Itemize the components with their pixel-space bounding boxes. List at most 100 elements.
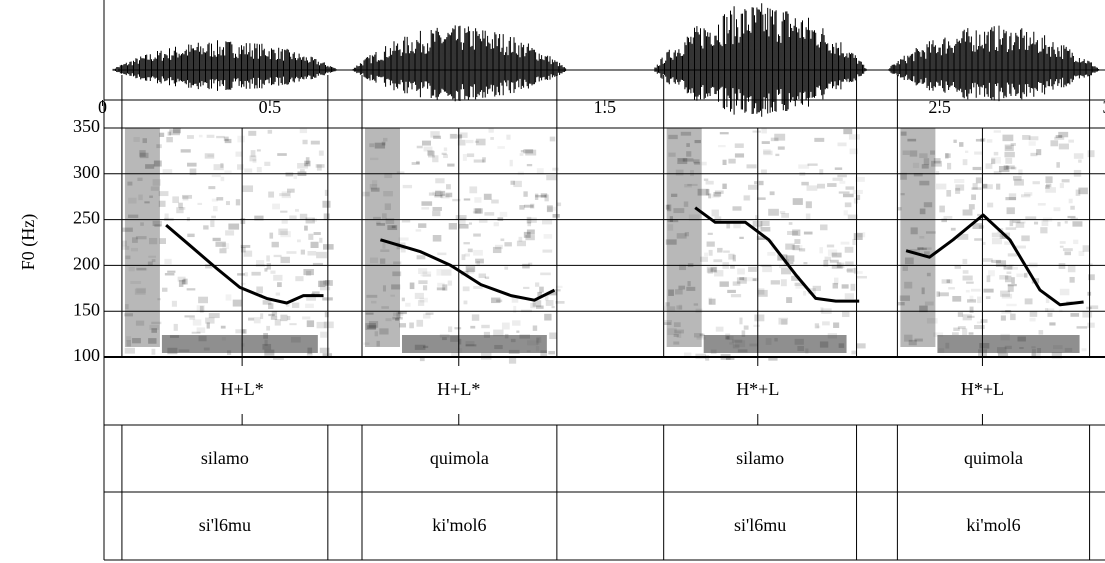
spectrogram-cell [684, 183, 692, 188]
spectrogram-cell [697, 188, 709, 196]
spectrogram-cell [281, 219, 288, 224]
spectrogram-cell [264, 268, 268, 272]
spectrogram-cell [189, 317, 196, 320]
spectrogram-cell [280, 210, 288, 213]
spectrogram-cell [980, 319, 988, 323]
spectrogram-cell [393, 312, 404, 316]
spectrogram-cell [673, 208, 685, 214]
spectrogram-cell [786, 261, 794, 265]
spectrogram-cell [368, 321, 379, 328]
spectrogram-cell [401, 297, 405, 302]
spectrogram-cell [675, 169, 684, 176]
spectrogram-cell [975, 138, 984, 142]
tone-label: H*+L [736, 379, 779, 399]
spectrogram-cell [969, 295, 974, 301]
spectrogram-cell [971, 187, 982, 190]
spectrogram-cell [187, 233, 195, 238]
spectrogram-cell [852, 238, 856, 246]
spectrogram-cell [530, 203, 535, 209]
spectrogram-cell [451, 352, 460, 358]
spectrogram-cell [372, 180, 378, 187]
spectrogram-cell [1070, 313, 1080, 317]
spectrogram-cell [718, 145, 726, 148]
f0-contour [905, 213, 1084, 307]
spectrogram-cell [367, 325, 377, 329]
spectrogram-cell [983, 288, 994, 293]
spectrogram-cell [398, 237, 409, 241]
spectrogram-cell [362, 191, 370, 197]
spectrogram-cell [441, 269, 452, 276]
spectrogram-cell [713, 259, 723, 263]
spectrogram-cell [381, 213, 387, 219]
spectrogram-cell [393, 261, 402, 265]
spectrogram-cell [416, 319, 424, 327]
spectrogram-cell [909, 248, 918, 252]
spectrogram-cell [152, 220, 162, 227]
spectrogram-cell [544, 293, 549, 301]
spectrogram-cell [708, 193, 712, 199]
spectrogram-cell [739, 317, 743, 325]
spectrogram-cell [182, 195, 189, 201]
spectrogram-cell [478, 273, 486, 278]
spectrogram-cell [223, 136, 229, 142]
spectrogram-cell [827, 183, 837, 187]
spectrogram-cell [900, 193, 905, 196]
fricative-noise [364, 128, 400, 347]
spectrogram-cell [537, 291, 542, 298]
spectrogram-cell [768, 356, 778, 361]
spectrogram-cell [965, 289, 970, 293]
spectrogram-cell [457, 139, 466, 146]
spectrogram-cell [1068, 139, 1074, 143]
spectrogram-cell [686, 151, 692, 157]
spectrogram-cell [532, 325, 538, 331]
spectrogram-cell [1005, 146, 1012, 150]
spectrogram-cell [171, 300, 177, 307]
spectrogram-cell [549, 136, 556, 142]
spectrogram-cell [122, 245, 130, 250]
spectrogram-cell [411, 162, 420, 165]
spectrogram-cell [463, 300, 468, 305]
spectrogram-cell [974, 325, 985, 330]
spectrogram-cell [757, 288, 765, 295]
spectrogram-cell [428, 150, 435, 158]
spectrogram-cell [523, 149, 534, 154]
spectrogram-cell [483, 193, 492, 200]
spectrogram-cell [132, 338, 141, 344]
spectrogram-cell [128, 267, 135, 272]
spectrogram-cell [991, 232, 1003, 238]
spectrogram-cell [376, 223, 386, 226]
spectrogram-cell [391, 225, 396, 229]
spectrogram-cell [530, 303, 536, 309]
spectrogram-cell [224, 170, 232, 173]
spectrogram-cell [511, 297, 519, 303]
spectrogram-cell [280, 314, 288, 322]
spectrogram-cell [1008, 193, 1017, 201]
spectrogram-cell [421, 140, 432, 146]
spectrogram-cell [683, 201, 689, 207]
spectrogram-cell [447, 163, 455, 167]
spectrogram-cell [817, 183, 826, 189]
spectrogram-cell [795, 282, 805, 289]
spectrogram-cell [279, 193, 291, 197]
spectrogram-cell [198, 296, 208, 304]
spectrogram-cell [295, 276, 304, 282]
spectrogram-cell [785, 243, 795, 250]
spectrogram-cell [666, 204, 672, 212]
spectrogram-cell [323, 213, 330, 221]
spectrogram-cell [176, 207, 184, 214]
spectrogram-cell [844, 293, 854, 300]
spectrogram-cell [968, 332, 974, 335]
spectrogram-cell [946, 279, 951, 284]
spectrogram-cell [664, 306, 676, 311]
spectrogram-cell [761, 141, 770, 144]
spectrogram-cell [153, 160, 162, 167]
spectrogram-cell [676, 305, 683, 310]
spectrogram-cell [318, 280, 326, 288]
spectrogram-cell [832, 282, 839, 289]
spectrogram-cell [534, 193, 539, 200]
spectrogram-cell [975, 177, 982, 184]
spectrogram-cell [130, 247, 139, 252]
spectrogram-cell [527, 217, 537, 223]
spectrogram-cell [904, 257, 914, 265]
spectrogram-cell [1015, 245, 1026, 249]
